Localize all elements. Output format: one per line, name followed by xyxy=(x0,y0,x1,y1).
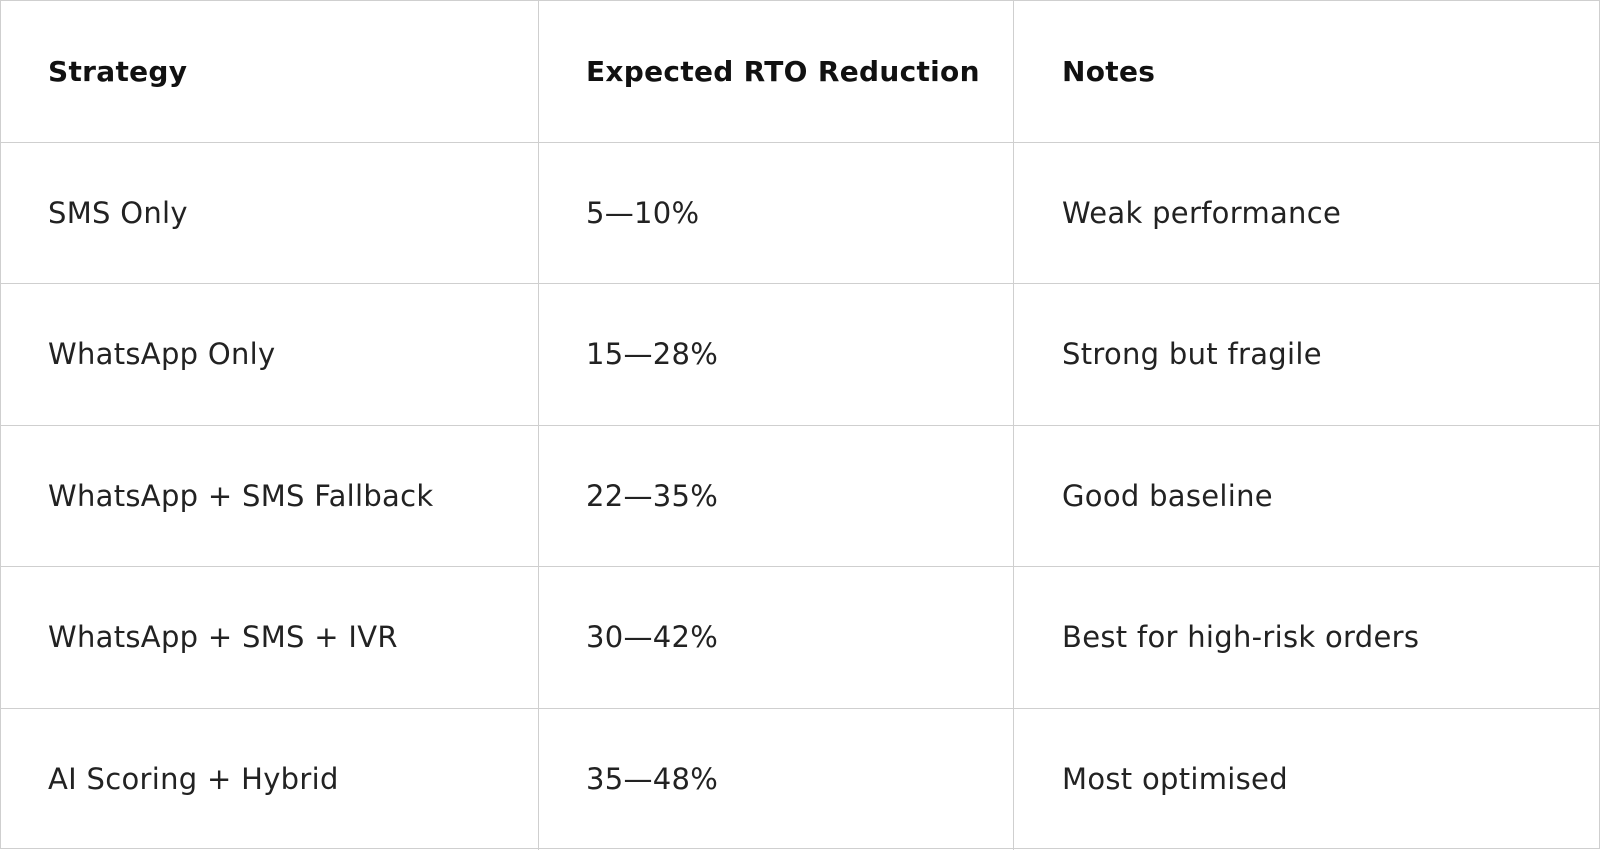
table-cell: 22—35% xyxy=(539,426,1014,567)
table-cell: WhatsApp Only xyxy=(1,284,539,425)
table-cell: 5—10% xyxy=(539,143,1014,284)
table-cell: Most optimised xyxy=(1014,709,1599,850)
table-cell: SMS Only xyxy=(1,143,539,284)
table-cell: Good baseline xyxy=(1014,426,1599,567)
table-cell: Weak performance xyxy=(1014,143,1599,284)
table-cell: WhatsApp + SMS + IVR xyxy=(1,567,539,708)
header-cell: Notes xyxy=(1014,1,1599,142)
table-cell: 35—48% xyxy=(539,709,1014,850)
table-cell: 30—42% xyxy=(539,567,1014,708)
table-cell: Best for high-risk orders xyxy=(1014,567,1599,708)
header-cell: Strategy xyxy=(1,1,539,142)
header-cell: Expected RTO Reduction xyxy=(539,1,1014,142)
table-cell: 15—28% xyxy=(539,284,1014,425)
table-cell: WhatsApp + SMS Fallback xyxy=(1,426,539,567)
table-cell: Strong but fragile xyxy=(1014,284,1599,425)
table-cell: AI Scoring + Hybrid xyxy=(1,709,539,850)
